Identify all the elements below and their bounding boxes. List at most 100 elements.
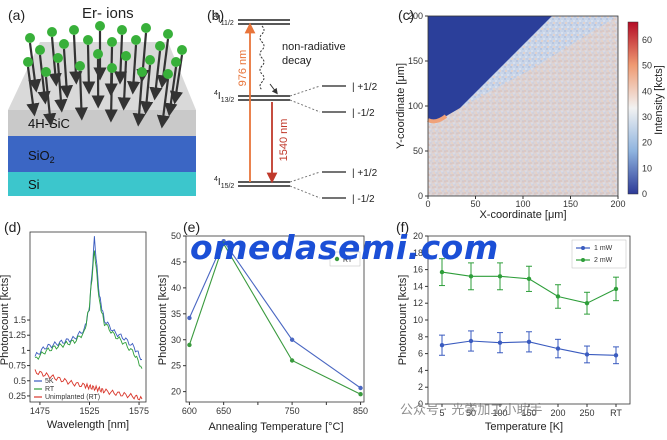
c-ytick-label: 0 (418, 191, 423, 201)
level-top-label: 4I11/2 (214, 13, 234, 27)
f-xtick-label: 100 (492, 408, 507, 418)
f-ytick-label: 8 (418, 332, 423, 342)
d-series-0 (34, 236, 143, 361)
f-legend: 1 mW 2 mW (571, 239, 627, 269)
split-3: | +1/2 (352, 168, 378, 179)
svg-text:1 mW: 1 mW (594, 245, 613, 252)
sic-layer-label: 4H-SiC (28, 116, 70, 131)
e-xtick-label: 650 (216, 406, 231, 416)
d-ytick-label: 1.25 (8, 330, 26, 340)
e-ytick-label: 25 (171, 361, 181, 371)
ion-arrow (156, 78, 170, 129)
f-point (526, 339, 532, 345)
pump-label: 976 nm (237, 50, 249, 87)
c-xtick-label: 50 (470, 199, 480, 209)
d-axes (29, 231, 147, 403)
svg-text:5K: 5K (45, 378, 54, 385)
f-ytick-label: 10 (413, 315, 423, 325)
f-point (468, 274, 474, 279)
ion-arrow (28, 42, 42, 93)
f-ytick-label: 0 (418, 399, 423, 409)
split-4: | -1/2 (352, 194, 375, 205)
ion-arrow (54, 62, 68, 113)
ion-arrow (132, 76, 146, 127)
e-xtick-label: 750 (285, 406, 300, 416)
ion-arrow (117, 60, 131, 111)
f-xtick-label: 150 (521, 408, 536, 418)
d-ylabel: Photoncount [kcts] (0, 275, 11, 366)
d-ytick-label: 0.75 (8, 361, 26, 371)
f-ytick-label: 2 (418, 382, 423, 392)
panel-b: (b) 4I11/2 4I13/2 4I15/2 976 nm 1540 nm … (207, 7, 378, 205)
f-ytick-label: 6 (418, 349, 423, 359)
f-point (468, 338, 474, 344)
ion (23, 57, 33, 67)
ion (137, 67, 147, 77)
e-ytick-label: 40 (171, 283, 181, 293)
map-dark-region (428, 16, 552, 122)
e-xtick-label: 850 (353, 406, 368, 416)
ion (155, 41, 165, 51)
cbar-tick-label: 60 (642, 35, 652, 45)
sio2-layer-label: SiO2 (28, 148, 55, 165)
ion (53, 53, 63, 63)
colorbar-label: Intensity [kcts] (653, 65, 665, 135)
e-point (358, 385, 363, 391)
si-layer (8, 172, 196, 196)
f-point (613, 286, 619, 292)
ion-arrow (74, 70, 88, 121)
nonrad-squiggle (259, 25, 265, 91)
ion (145, 55, 155, 65)
ion (69, 25, 79, 35)
ion (163, 29, 173, 39)
panel-a-label: (a) (8, 7, 25, 23)
e-ytick-label: 50 (171, 231, 181, 241)
nonrad-label-1: non-radiative (282, 41, 346, 53)
f-point (497, 274, 503, 279)
cbar-tick-label: 40 (642, 86, 652, 96)
f-point (439, 343, 445, 348)
ion (121, 51, 131, 61)
d-xtick-label: 1525 (79, 406, 99, 416)
ion (41, 67, 51, 77)
f-xtick-label: 50 (466, 408, 476, 418)
split-2: | -1/2 (352, 108, 375, 119)
e-point (289, 337, 295, 342)
d-xtick-label: 1575 (129, 406, 149, 416)
e-point (358, 392, 363, 397)
f-ytick-label: 16 (413, 265, 423, 275)
d-ytick-label: 0.25 (8, 391, 26, 401)
f-point (555, 294, 561, 299)
ion (131, 35, 141, 45)
ion (25, 33, 35, 43)
ion (95, 21, 105, 31)
f-point (584, 352, 590, 357)
ion-arrow (149, 50, 163, 101)
cbar-tick-label: 50 (642, 61, 652, 71)
ion (59, 39, 69, 49)
si-layer-label: Si (28, 177, 40, 192)
panel-a: (a) Er- ions 4H-SiC SiO2 Si (8, 5, 196, 196)
e-point (289, 358, 295, 363)
c-ytick-label: 100 (408, 101, 423, 111)
f-xtick-label: 250 (579, 408, 594, 418)
er-ions-label: Er- ions (82, 5, 134, 22)
f-ytick-label: 12 (413, 298, 423, 308)
f-point (584, 301, 590, 306)
e-ytick-label: 35 (171, 309, 181, 319)
f-ytick-label: 18 (413, 248, 423, 258)
panel-b-label: (b) (207, 7, 224, 23)
ion (107, 37, 117, 47)
d-ytick-label: 0.5 (13, 376, 26, 386)
panel-f: (f) 5 50 100 150 200 250 RT 0 2 4 6 8 10 12 14 16 18 20 P… (396, 219, 631, 433)
e-point (221, 241, 226, 246)
e-xtick-label: 600 (182, 406, 197, 416)
ion (141, 23, 151, 33)
d-xlabel: Wavelength [nm] (47, 419, 129, 431)
c-ytick-label: 200 (408, 11, 423, 21)
ion (47, 27, 57, 37)
panel-d: (d) 1475 1525 1575 0.25 0.5 0.75 1 1.25 1.5 Phot… (0, 219, 149, 431)
ion-arrow (164, 66, 178, 117)
map-ylabel: Y-coordinate [μm] (395, 63, 407, 149)
